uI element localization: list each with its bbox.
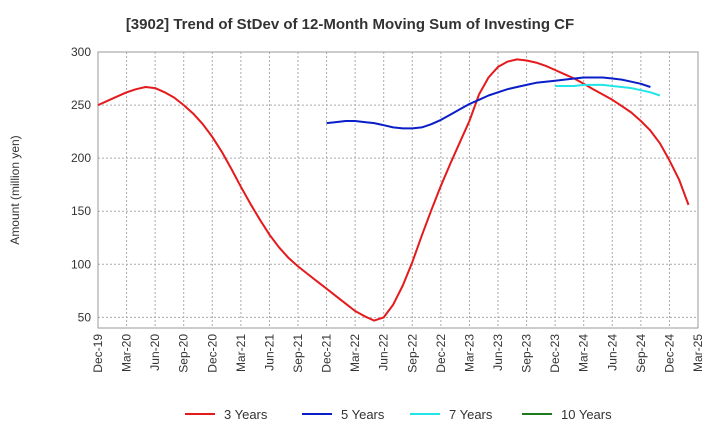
x-tick-label: Jun-24 xyxy=(605,334,619,371)
x-tick-label: Mar-21 xyxy=(234,334,248,372)
plot-grid xyxy=(98,52,698,328)
y-axis: 50 100 150 200 250 300 xyxy=(71,45,91,324)
x-tick-label: Jun-20 xyxy=(148,334,162,371)
y-tick-label: 200 xyxy=(71,151,91,165)
x-tick-label: Dec-21 xyxy=(320,334,334,373)
x-axis: Dec-19 Mar-20 Jun-20 Sep-20 Dec-20 Mar-21 Jun-… xyxy=(91,334,705,373)
x-tick-label: Jun-22 xyxy=(377,334,391,371)
legend-label-5-years: 5 Years xyxy=(341,407,385,422)
legend-label-3-years: 3 Years xyxy=(224,407,268,422)
x-tick-label: Sep-24 xyxy=(634,334,648,373)
x-tick-label: Dec-22 xyxy=(434,334,448,373)
y-tick-label: 250 xyxy=(71,98,91,112)
legend: 3 Years 5 Years 7 Years 10 Years xyxy=(185,407,612,422)
x-tick-label: Mar-20 xyxy=(120,334,134,372)
legend-label-10-years: 10 Years xyxy=(561,407,612,422)
x-tick-label: Mar-25 xyxy=(691,334,705,372)
x-tick-label: Dec-23 xyxy=(548,334,562,373)
y-tick-label: 100 xyxy=(71,257,91,271)
x-tick-label: Dec-19 xyxy=(91,334,105,373)
legend-label-7-years: 7 Years xyxy=(449,407,493,422)
x-tick-label: Sep-23 xyxy=(520,334,534,373)
y-tick-label: 150 xyxy=(71,204,91,218)
x-tick-label: Mar-23 xyxy=(462,334,476,372)
y-tick-label: 50 xyxy=(78,310,92,324)
x-tick-label: Mar-22 xyxy=(348,334,362,372)
series-line-7-years xyxy=(555,83,661,97)
x-tick-label: Sep-21 xyxy=(291,334,305,373)
series-lines xyxy=(97,58,690,322)
series-line-3-years xyxy=(97,58,690,322)
x-tick-label: Jun-23 xyxy=(491,334,505,371)
x-tick-label: Mar-24 xyxy=(577,334,591,372)
chart-title: [3902] Trend of StDev of 12-Month Moving… xyxy=(126,16,574,33)
x-tick-label: Jun-21 xyxy=(262,334,276,371)
plot-area-border xyxy=(97,51,699,329)
x-tick-label: Sep-22 xyxy=(405,334,419,373)
x-tick-label: Dec-24 xyxy=(662,334,676,373)
x-tick-label: Dec-20 xyxy=(205,334,219,373)
y-tick-label: 300 xyxy=(71,45,91,59)
y-axis-label: Amount (million yen) xyxy=(8,135,22,244)
x-tick-label: Sep-20 xyxy=(177,334,191,373)
series-line-5-years xyxy=(326,76,651,130)
